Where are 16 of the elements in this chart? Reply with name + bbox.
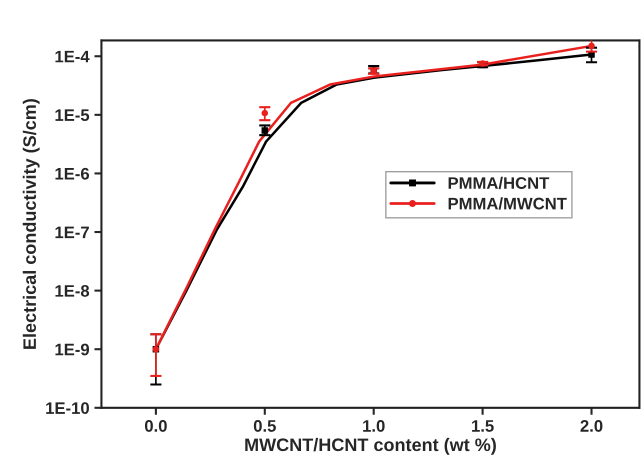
y-tick-label: 1E-9 [55,344,90,356]
x-tick-label: 2.0 [580,420,602,432]
x-tick-label: 0.0 [144,420,167,432]
x-tick-label: 1.0 [363,420,385,432]
y-tick-label: 1E-4 [55,50,90,62]
x-tick-label: 1.5 [472,420,494,432]
y-tick-label: 1E-7 [55,226,89,238]
y-axis-title: Electrical conductivity (S/cm) [22,99,40,349]
x-axis-title: MWCNT/HCNT content (wt %) [245,438,496,455]
legend-label: PMMA/MWCNT [448,197,567,210]
x-tick-label: 0.5 [254,420,276,432]
y-tick-label: 1E-8 [55,285,90,297]
y-tick-label: 1E-6 [55,168,90,180]
legend-label: PMMA/HCNT [448,176,550,190]
y-tick-label: 1E-10 [46,402,89,414]
y-tick-label: 1E-5 [55,109,90,122]
